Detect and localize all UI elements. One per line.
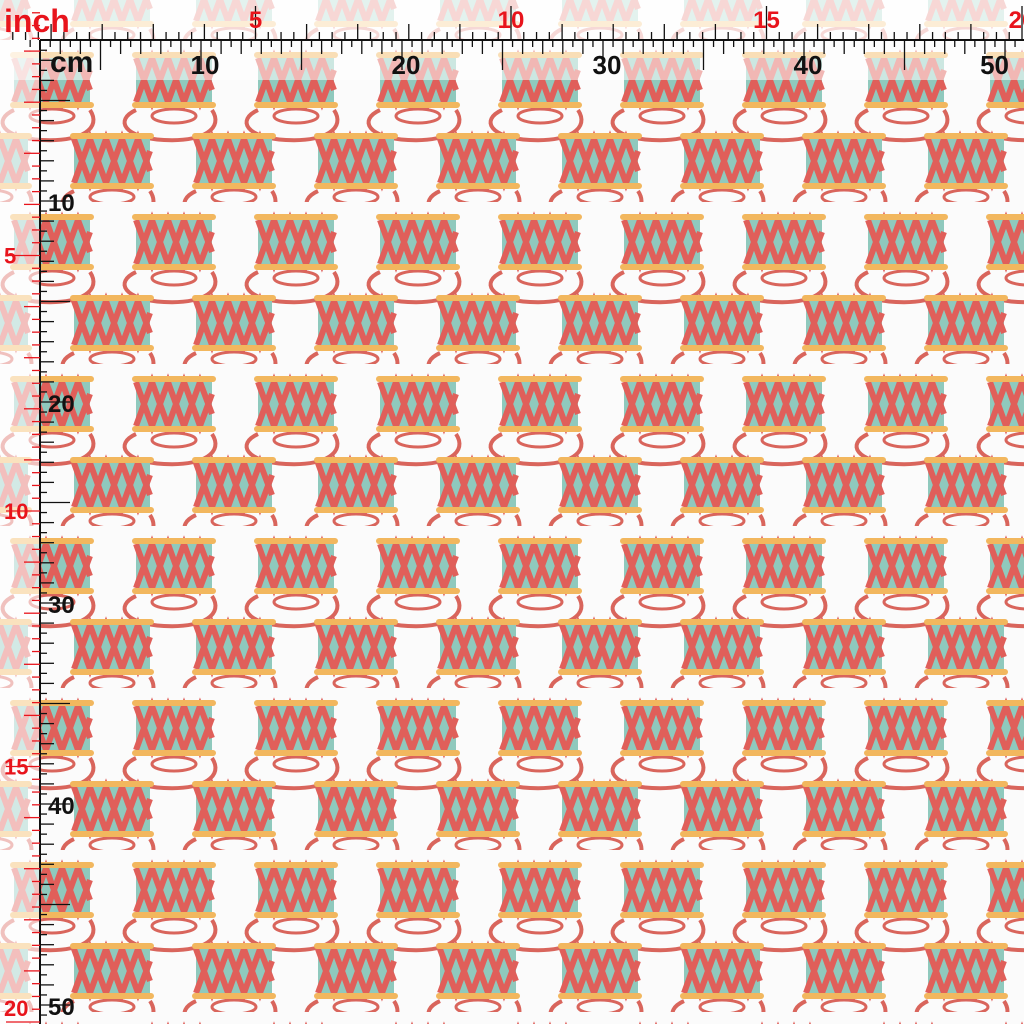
inch-label: 15 bbox=[753, 7, 780, 34]
inch-label: 10 bbox=[4, 499, 28, 524]
inch-label: 20 bbox=[1009, 7, 1024, 34]
inch-label: 5 bbox=[249, 7, 262, 34]
inch-label: 20 bbox=[4, 996, 28, 1021]
inch-label: 15 bbox=[4, 755, 28, 780]
cm-label: 20 bbox=[392, 50, 421, 80]
inch-label: 5 bbox=[4, 244, 16, 269]
cm-label: 50 bbox=[48, 994, 75, 1021]
left-ruler bbox=[0, 42, 40, 1024]
cm-unit: cm bbox=[50, 46, 93, 79]
cm-label: 10 bbox=[48, 190, 75, 217]
cm-label: 40 bbox=[48, 793, 75, 820]
inch-label: 10 bbox=[498, 7, 525, 34]
cm-label: 10 bbox=[191, 50, 220, 80]
cm-label: 30 bbox=[48, 592, 75, 619]
top-ruler bbox=[0, 0, 1024, 42]
cm-label: 50 bbox=[980, 50, 1009, 80]
top-ruler-cm bbox=[0, 42, 1024, 80]
cm-label: 30 bbox=[593, 50, 622, 80]
cm-label: 20 bbox=[48, 391, 75, 418]
cm-label: 40 bbox=[794, 50, 823, 80]
inch-unit: inch bbox=[4, 3, 70, 39]
